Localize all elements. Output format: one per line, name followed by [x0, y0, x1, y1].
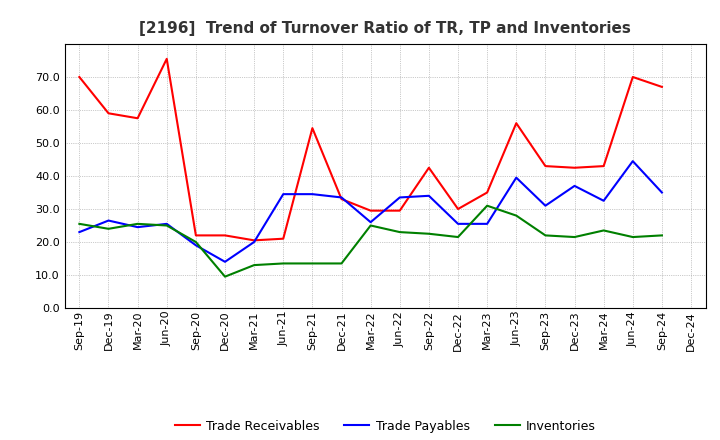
- Trade Receivables: [454, 206, 462, 212]
- Trade Payables: [220, 259, 229, 264]
- Trade Payables: [512, 175, 521, 180]
- Trade Payables: [629, 158, 637, 164]
- Trade Payables: [75, 230, 84, 235]
- Inventories: [220, 274, 229, 279]
- Trade Receivables: [599, 163, 608, 169]
- Trade Receivables: [75, 74, 84, 80]
- Trade Payables: [483, 221, 492, 227]
- Trade Payables: [454, 221, 462, 227]
- Trade Receivables: [541, 163, 550, 169]
- Inventories: [483, 203, 492, 209]
- Trade Receivables: [395, 208, 404, 213]
- Inventories: [337, 261, 346, 266]
- Trade Payables: [395, 195, 404, 200]
- Inventories: [512, 213, 521, 218]
- Line: Trade Payables: Trade Payables: [79, 161, 662, 262]
- Inventories: [570, 235, 579, 240]
- Trade Payables: [570, 183, 579, 188]
- Inventories: [629, 235, 637, 240]
- Trade Receivables: [220, 233, 229, 238]
- Inventories: [279, 261, 287, 266]
- Trade Receivables: [279, 236, 287, 241]
- Trade Payables: [541, 203, 550, 209]
- Trade Receivables: [308, 125, 317, 131]
- Trade Payables: [425, 193, 433, 198]
- Trade Payables: [599, 198, 608, 203]
- Trade Receivables: [512, 121, 521, 126]
- Trade Receivables: [425, 165, 433, 170]
- Trade Receivables: [337, 196, 346, 202]
- Trade Receivables: [657, 84, 666, 90]
- Inventories: [657, 233, 666, 238]
- Trade Receivables: [163, 56, 171, 62]
- Inventories: [192, 239, 200, 245]
- Trade Payables: [308, 191, 317, 197]
- Trade Payables: [192, 243, 200, 248]
- Legend: Trade Receivables, Trade Payables, Inventories: Trade Receivables, Trade Payables, Inven…: [170, 414, 600, 437]
- Trade Payables: [133, 224, 142, 230]
- Line: Inventories: Inventories: [79, 206, 662, 277]
- Inventories: [454, 235, 462, 240]
- Trade Payables: [366, 220, 375, 225]
- Inventories: [599, 228, 608, 233]
- Inventories: [395, 230, 404, 235]
- Inventories: [133, 221, 142, 227]
- Inventories: [308, 261, 317, 266]
- Inventories: [250, 262, 258, 268]
- Trade Receivables: [133, 116, 142, 121]
- Inventories: [425, 231, 433, 236]
- Trade Receivables: [629, 74, 637, 80]
- Trade Payables: [337, 195, 346, 200]
- Trade Receivables: [192, 233, 200, 238]
- Inventories: [104, 226, 113, 231]
- Trade Receivables: [250, 238, 258, 243]
- Trade Receivables: [104, 110, 113, 116]
- Trade Payables: [163, 221, 171, 227]
- Trade Receivables: [570, 165, 579, 170]
- Inventories: [366, 223, 375, 228]
- Inventories: [163, 223, 171, 228]
- Trade Payables: [250, 239, 258, 245]
- Trade Payables: [279, 191, 287, 197]
- Trade Receivables: [483, 190, 492, 195]
- Trade Payables: [104, 218, 113, 223]
- Inventories: [75, 221, 84, 227]
- Trade Receivables: [366, 208, 375, 213]
- Trade Payables: [657, 190, 666, 195]
- Inventories: [541, 233, 550, 238]
- Line: Trade Receivables: Trade Receivables: [79, 59, 662, 240]
- Title: [2196]  Trend of Turnover Ratio of TR, TP and Inventories: [2196] Trend of Turnover Ratio of TR, TP…: [139, 21, 631, 36]
